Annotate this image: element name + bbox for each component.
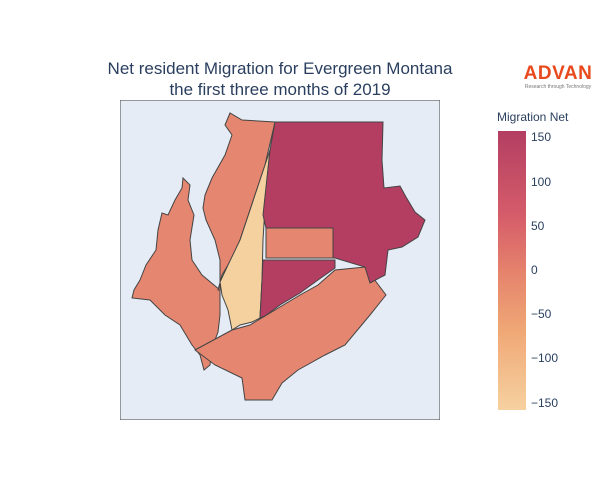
region-center-sliver[interactable] [219, 149, 271, 331]
map-title-line-1: Net resident Migration for Evergreen Mon… [107, 59, 453, 78]
region-central-southeast[interactable] [259, 259, 336, 319]
logo-name: ADVAN [523, 63, 593, 84]
colorbar-tick: −150 [531, 396, 559, 410]
colorbar-tick: 100 [531, 175, 552, 189]
map[interactable] [120, 100, 440, 420]
colorbar-title: Migration Net [497, 110, 569, 124]
region-south[interactable] [194, 266, 387, 401]
colorbar [498, 131, 526, 410]
region-central-rectangle[interactable] [265, 227, 334, 259]
colorbar-tick: −50 [531, 307, 552, 321]
colorbar-tick: 0 [531, 263, 538, 277]
region-west[interactable] [131, 176, 221, 371]
logo-tagline: Research through Technology [524, 84, 592, 90]
map-title-line-2: the first three months of 2019 [169, 80, 391, 99]
colorbar-tick: −100 [531, 351, 559, 365]
colorbar-tick: 150 [531, 130, 552, 144]
map-title: Net resident Migration for Evergreen Mon… [60, 58, 500, 100]
colorbar-tick: 50 [531, 219, 545, 233]
advan-logo: ADVAN Research through Technology [520, 64, 596, 91]
